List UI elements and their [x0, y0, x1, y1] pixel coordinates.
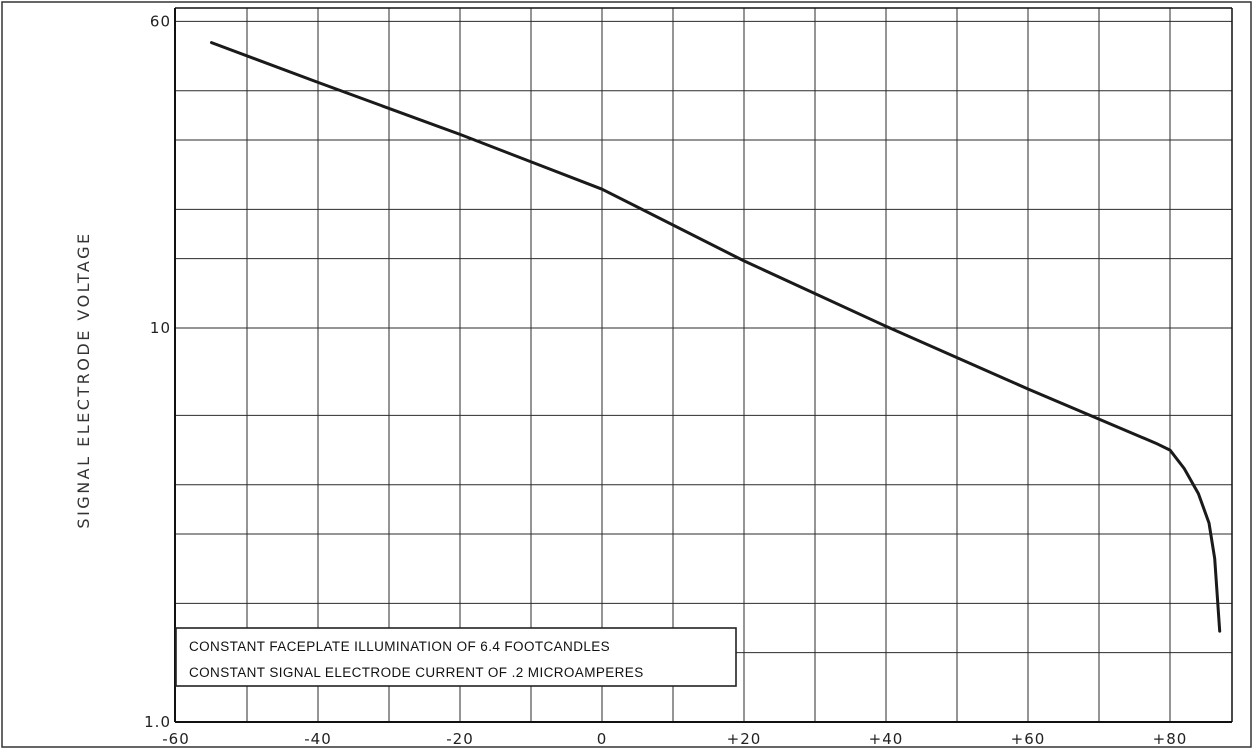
- x-tick-label: +80: [1153, 730, 1188, 748]
- y-axis-label: SIGNAL ELECTRODE VOLTAGE: [74, 231, 93, 528]
- x-tick-label: 0: [597, 730, 608, 748]
- x-tick-label: -20: [446, 730, 474, 748]
- y-tick-label: 10: [150, 319, 171, 337]
- annotation-line-2: CONSTANT SIGNAL ELECTRODE CURRENT OF .2 …: [189, 665, 644, 680]
- tick-labels: -60 -40 -20 0 +20 +40 +60 +80 1.0 10 60: [144, 12, 1188, 748]
- x-tick-label: +20: [727, 730, 762, 748]
- series-group: [210, 41, 1222, 633]
- x-tick-label: -60: [162, 730, 190, 748]
- y-tick-label: 60: [150, 12, 171, 30]
- x-tick-label: +60: [1011, 730, 1046, 748]
- x-tick-label: -40: [304, 730, 332, 748]
- x-tick-label: +40: [869, 730, 904, 748]
- annotation-box: CONSTANT FACEPLATE ILLUMINATION OF 6.4 F…: [175, 627, 737, 687]
- series-line-0: [210, 41, 1222, 633]
- annotation-line-1: CONSTANT FACEPLATE ILLUMINATION OF 6.4 F…: [189, 639, 610, 654]
- y-tick-label: 1.0: [144, 713, 171, 731]
